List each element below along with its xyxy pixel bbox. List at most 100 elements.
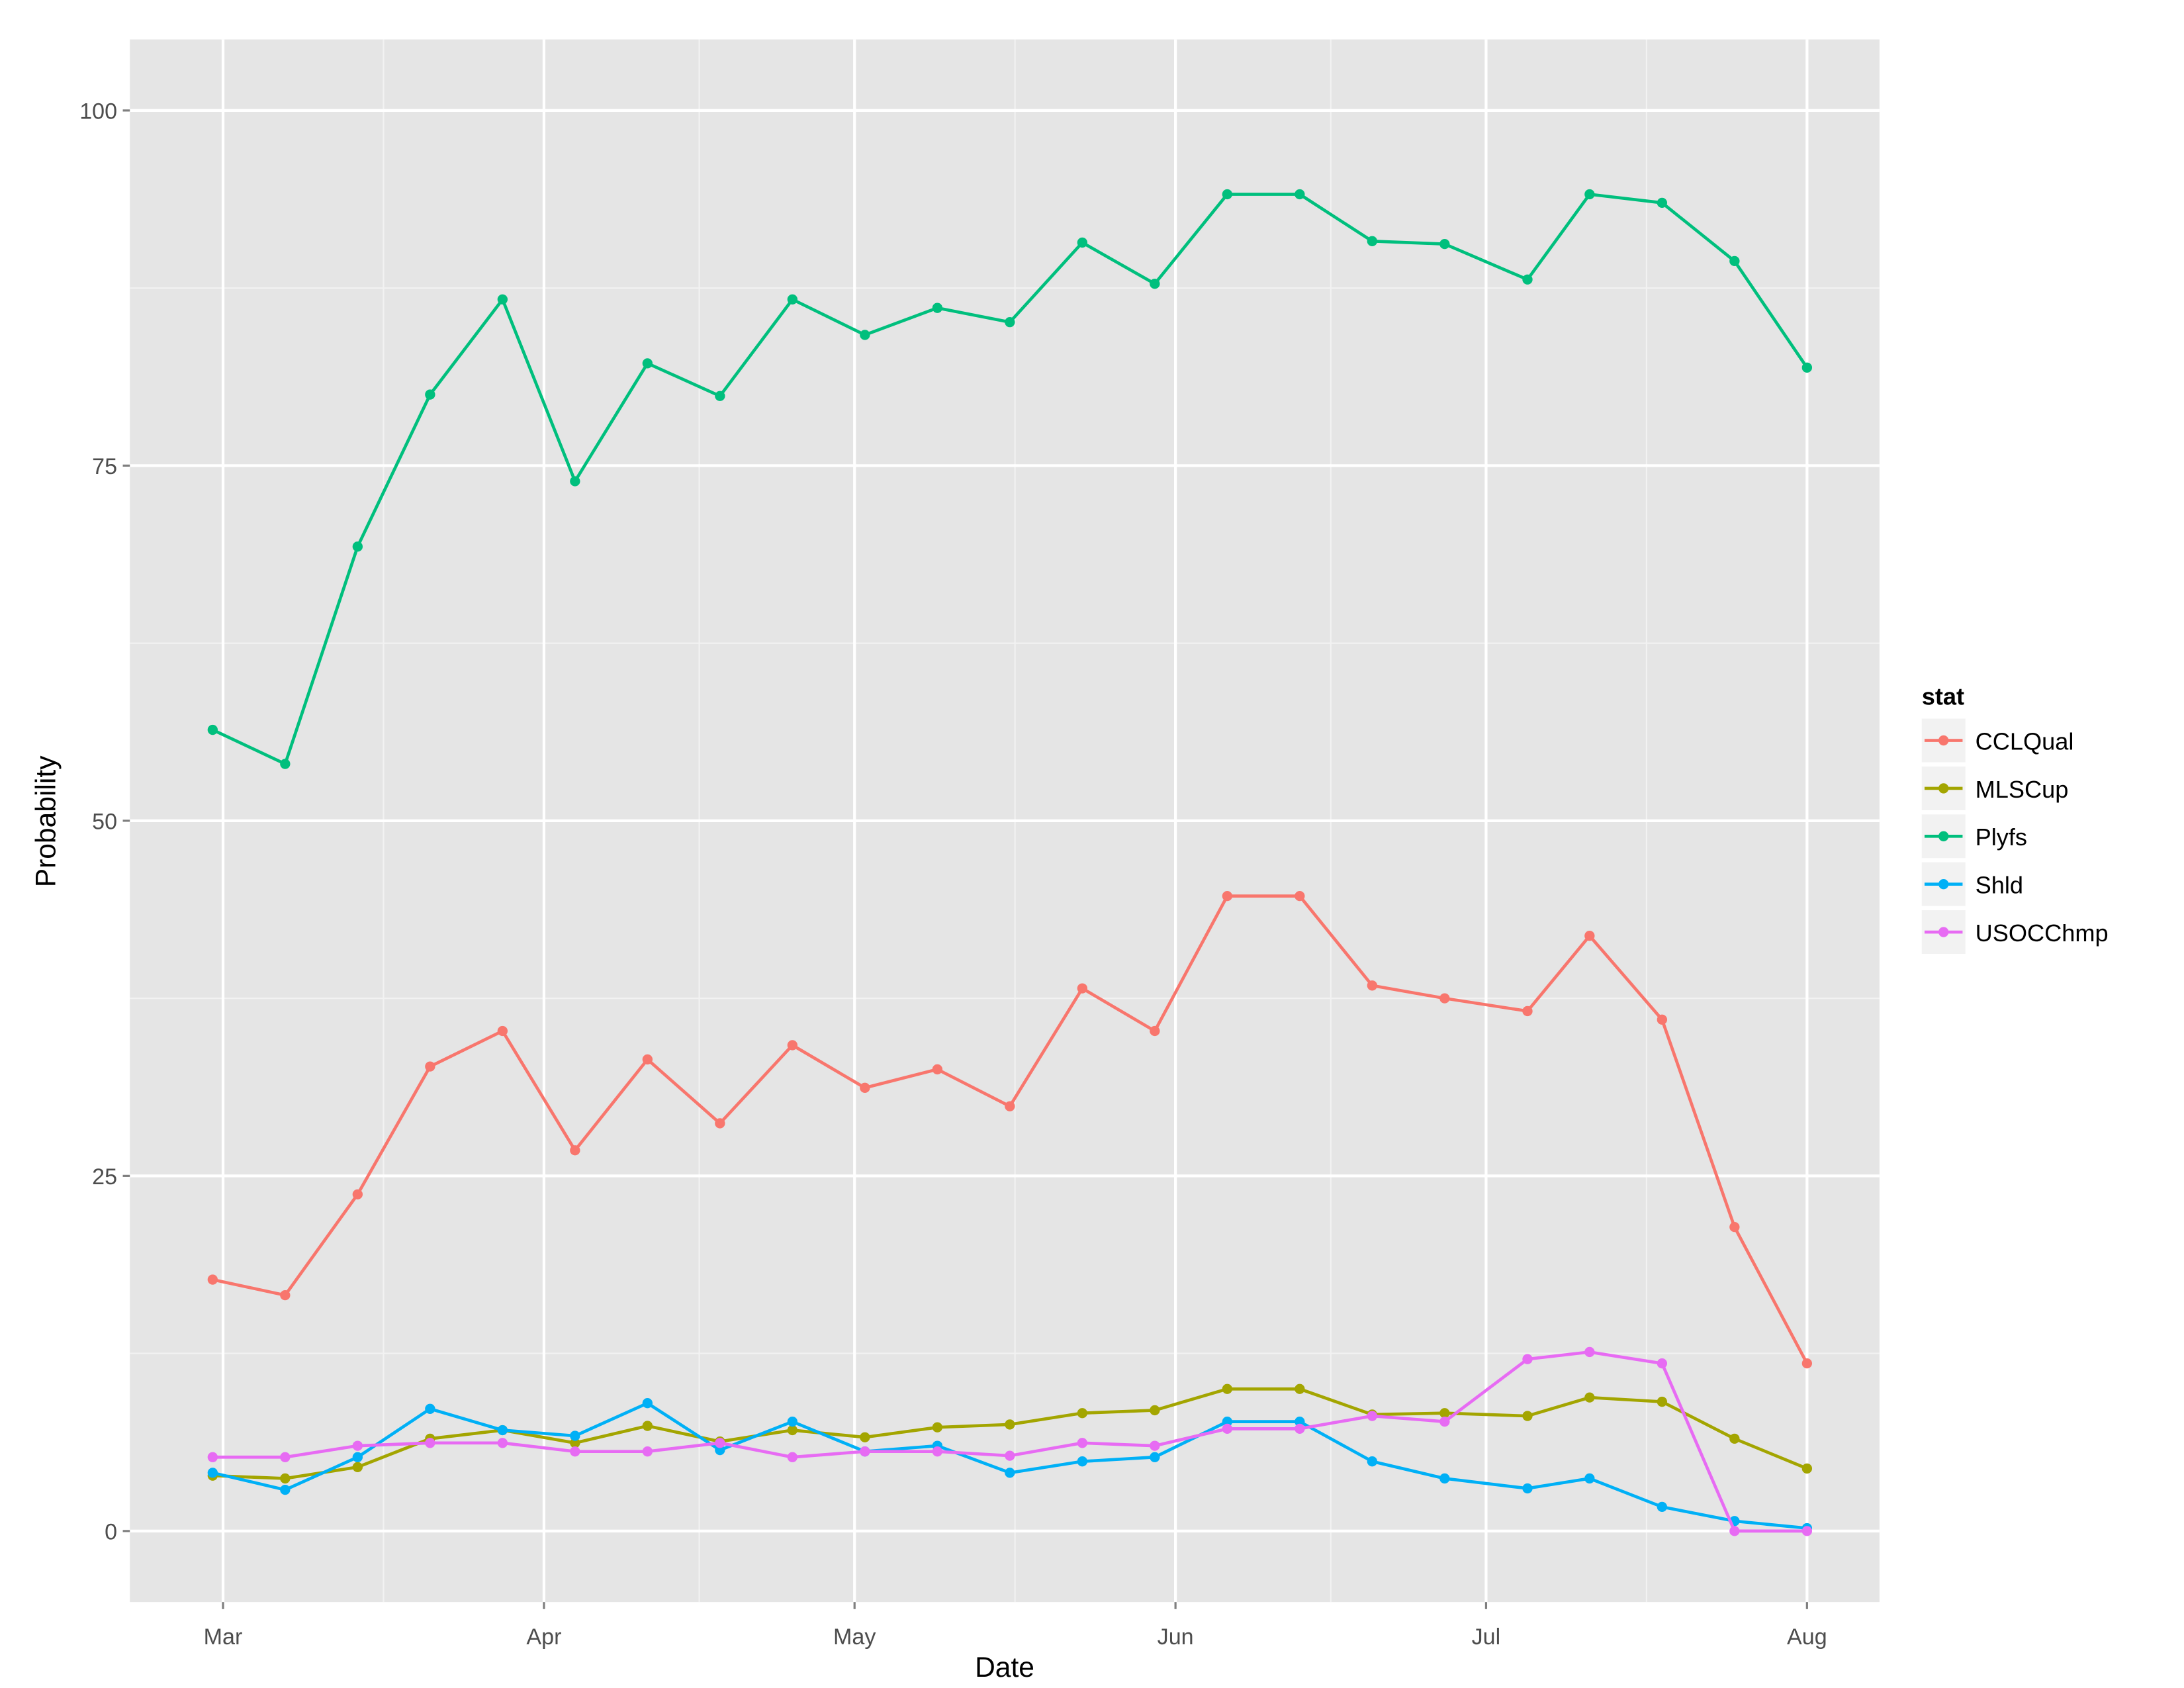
data-point — [932, 1064, 943, 1075]
data-point — [1077, 983, 1088, 994]
data-point — [1729, 1526, 1740, 1536]
legend-label: Plyfs — [1976, 823, 2027, 851]
data-point — [1657, 1396, 1668, 1407]
data-point — [1150, 279, 1160, 289]
y-axis-title: Probability — [30, 755, 62, 887]
data-point — [1077, 1408, 1088, 1419]
data-point — [1295, 1383, 1305, 1394]
series-shld — [207, 1398, 1813, 1534]
legend-label: CCLQual — [1976, 727, 2074, 755]
data-point — [425, 1061, 435, 1072]
data-point — [860, 1432, 870, 1442]
data-point — [715, 1438, 725, 1448]
data-point — [425, 389, 435, 400]
data-point — [352, 1440, 363, 1451]
legend-key-point — [1938, 735, 1949, 746]
data-point — [352, 541, 363, 552]
data-point — [1367, 1456, 1378, 1467]
data-point — [1657, 1358, 1668, 1369]
data-point — [1222, 1416, 1233, 1427]
data-point — [1522, 1483, 1533, 1494]
data-point — [570, 1430, 580, 1441]
data-point — [1522, 1006, 1533, 1017]
data-point — [1222, 890, 1233, 902]
data-point — [642, 1054, 653, 1065]
data-point — [1522, 1411, 1533, 1421]
data-point — [932, 1446, 943, 1457]
data-point — [715, 1444, 725, 1456]
data-point — [1801, 1463, 1813, 1474]
data-point — [207, 724, 218, 735]
data-point — [1439, 1408, 1450, 1419]
x-tick-label: Jun — [1158, 1624, 1194, 1650]
data-point — [787, 1416, 798, 1427]
data-point — [1005, 316, 1015, 328]
legend-key-plyfs — [1921, 814, 1966, 859]
data-point — [207, 1274, 218, 1285]
legend-key-point — [1938, 783, 1949, 794]
data-point — [1584, 1346, 1595, 1358]
data-point — [1005, 1468, 1015, 1478]
data-point — [1295, 1423, 1305, 1434]
series-plyfs — [207, 189, 1813, 769]
data-point — [570, 1446, 580, 1457]
legend-label: USOCChmp — [1976, 919, 2109, 947]
data-point — [642, 1398, 653, 1409]
data-point — [1150, 1025, 1160, 1037]
x-tick-label: Jul — [1472, 1624, 1501, 1650]
data-point — [1584, 1392, 1595, 1403]
y-tick-label: 100 — [79, 99, 117, 124]
data-point — [787, 1040, 798, 1051]
data-point — [1801, 362, 1813, 373]
data-point — [352, 1462, 363, 1472]
data-point — [1295, 1416, 1305, 1427]
legend-key-point — [1938, 879, 1949, 890]
data-point — [860, 330, 870, 340]
legend-label: Shld — [1976, 871, 2023, 898]
data-point — [715, 391, 725, 401]
data-point — [280, 1289, 291, 1301]
data-point — [932, 303, 943, 313]
data-point — [1729, 256, 1740, 267]
data-point — [1367, 236, 1378, 246]
legend: stat CCLQual MLSCup Plyfs Shld USOCChmp — [1921, 682, 2109, 955]
data-point — [860, 1082, 870, 1093]
y-tick-label: 75 — [92, 454, 117, 479]
major-gridlines — [130, 39, 1880, 1603]
data-point — [642, 1446, 653, 1457]
data-point — [352, 1452, 363, 1462]
y-axis: 0 25 50 75 100 — [79, 99, 130, 1545]
data-point — [787, 1425, 798, 1436]
data-point — [352, 1189, 363, 1199]
data-point — [1657, 1014, 1668, 1025]
data-point — [207, 1452, 218, 1462]
data-point — [1729, 1433, 1740, 1444]
y-tick-label: 25 — [92, 1164, 117, 1190]
data-point — [1222, 1423, 1233, 1434]
data-point — [1801, 1526, 1813, 1536]
data-point — [1222, 189, 1233, 200]
data-point — [1439, 1473, 1450, 1484]
legend-key-cclqual — [1921, 718, 1966, 763]
data-point — [1522, 1354, 1533, 1364]
data-point — [1584, 931, 1595, 941]
data-point — [1150, 1405, 1160, 1416]
data-point — [1729, 1221, 1740, 1233]
legend-key-shld — [1921, 862, 1966, 906]
data-point — [1522, 274, 1533, 285]
data-point — [1439, 993, 1450, 1004]
data-point — [207, 1468, 218, 1478]
data-point — [497, 294, 508, 305]
data-point — [1222, 1383, 1233, 1394]
legend-label: MLSCup — [1976, 776, 2069, 803]
data-point — [715, 1118, 725, 1129]
data-point — [1439, 238, 1450, 250]
x-tick-label: Apr — [526, 1624, 561, 1650]
data-point — [570, 1438, 580, 1448]
data-point — [1584, 189, 1595, 200]
data-point — [570, 476, 580, 487]
data-point — [280, 1473, 291, 1484]
x-tick-label: Mar — [204, 1624, 243, 1650]
data-point — [280, 759, 291, 769]
data-point — [1367, 980, 1378, 991]
